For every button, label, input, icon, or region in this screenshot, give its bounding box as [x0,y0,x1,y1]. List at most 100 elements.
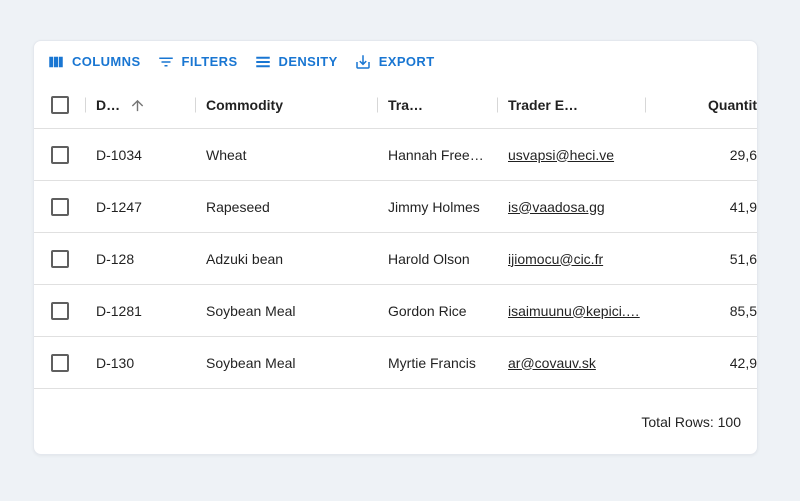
id-value: D-1247 [96,198,142,215]
cell-id: D-128 [86,233,196,284]
cell-id: D-1281 [86,285,196,336]
cell-quantity: 85,5 [646,285,757,336]
export-button-label: EXPORT [378,54,435,69]
commodity-value: Soybean Meal [206,354,296,371]
id-value: D-1034 [96,146,142,163]
row-checkbox[interactable] [51,353,69,372]
row-checkbox[interactable] [51,145,69,164]
column-separator [645,97,646,113]
density-button[interactable]: DENSITY [246,49,346,75]
header-label-trader-email: Trader E… [508,97,579,113]
view-columns-icon [47,53,65,71]
trader-value: Harold Olson [388,250,470,267]
columns-button[interactable]: COLUMNS [39,49,149,75]
header-cell-id[interactable]: D… [86,82,196,128]
cell-checkbox [34,233,86,284]
quantity-value: 85,5 [729,302,757,319]
header-cell-checkbox [34,82,86,128]
cell-trader-email: ijiomocu@cic.fr [498,233,646,284]
grid-footer: Total Rows: 100 [34,389,757,454]
cell-checkbox [34,337,86,388]
cell-checkbox [34,181,86,232]
cell-trader: Hannah Free… [378,129,498,180]
cell-trader-email: usvapsi@heci.ve [498,129,646,180]
trader-value: Gordon Rice [388,302,467,319]
export-button[interactable]: EXPORT [346,49,443,75]
header-label-commodity: Commodity [206,97,283,113]
row-checkbox[interactable] [51,249,69,268]
columns-button-label: COLUMNS [72,54,141,69]
cell-trader-email: is@vaadosa.gg [498,181,646,232]
id-value: D-1281 [96,302,142,319]
header-cell-commodity[interactable]: Commodity [196,82,378,128]
commodity-value: Rapeseed [206,198,270,215]
cell-commodity: Soybean Meal [196,337,378,388]
header-cell-trader[interactable]: Tra… [378,82,498,128]
table-row[interactable]: D-130 Soybean Meal Myrtie Francis ar@cov… [34,337,757,389]
cell-quantity: 41,9 [646,181,757,232]
email-link[interactable]: ar@covauv.sk [508,354,596,371]
email-link[interactable]: is@vaadosa.gg [508,198,605,215]
density-button-label: DENSITY [278,54,338,69]
cell-commodity: Rapeseed [196,181,378,232]
cell-commodity: Wheat [196,129,378,180]
filter-list-icon [157,53,175,71]
email-link[interactable]: isaimuunu@kepici.… [508,302,640,319]
trader-value: Hannah Free… [388,146,484,163]
header-label-quantity: Quantit [708,97,757,113]
cell-id: D-1247 [86,181,196,232]
trader-value: Myrtie Francis [388,354,476,371]
cell-trader: Harold Olson [378,233,498,284]
email-link[interactable]: ijiomocu@cic.fr [508,250,604,267]
cell-commodity: Adzuki bean [196,233,378,284]
quantity-value: 51,6 [729,250,757,267]
quantity-value: 41,9 [729,198,757,215]
header-label-trader: Tra… [388,97,424,113]
total-rows-label: Total Rows: 100 [641,413,741,430]
cell-trader-email: isaimuunu@kepici.… [498,285,646,336]
data-grid-card: COLUMNS FILTERS DENSITY EXPORT D… [33,40,758,455]
grid-header-row: D… Commodity Tra… Trader E… Quantit [34,82,757,129]
download-icon [354,53,372,71]
commodity-value: Adzuki bean [206,250,284,267]
cell-id: D-130 [86,337,196,388]
table-row[interactable]: D-128 Adzuki bean Harold Olson ijiomocu@… [34,233,757,285]
cell-trader: Jimmy Holmes [378,181,498,232]
id-value: D-130 [96,354,135,371]
table-row[interactable]: D-1247 Rapeseed Jimmy Holmes is@vaadosa.… [34,181,757,233]
cell-id: D-1034 [86,129,196,180]
quantity-value: 42,9 [729,354,757,371]
cell-checkbox [34,285,86,336]
column-separator [497,97,498,113]
filters-button-label: FILTERS [181,54,238,69]
cell-quantity: 29,6 [646,129,757,180]
commodity-value: Wheat [206,146,247,163]
header-cell-trader-email[interactable]: Trader E… [498,82,646,128]
trader-value: Jimmy Holmes [388,198,480,215]
filters-button[interactable]: FILTERS [149,49,246,75]
column-separator [85,97,86,113]
row-checkbox[interactable] [51,197,69,216]
row-checkbox[interactable] [51,301,69,320]
select-all-checkbox[interactable] [51,96,69,114]
email-link[interactable]: usvapsi@heci.ve [508,146,615,163]
column-separator [377,97,378,113]
grid-toolbar: COLUMNS FILTERS DENSITY EXPORT [34,41,757,82]
column-separator [195,97,196,113]
cell-quantity: 42,9 [646,337,757,388]
cell-trader: Gordon Rice [378,285,498,336]
density-icon [254,53,272,71]
table-row[interactable]: D-1034 Wheat Hannah Free… usvapsi@heci.v… [34,129,757,181]
cell-quantity: 51,6 [646,233,757,284]
cell-checkbox [34,129,86,180]
quantity-value: 29,6 [729,146,757,163]
cell-commodity: Soybean Meal [196,285,378,336]
table-row[interactable]: D-1281 Soybean Meal Gordon Rice isaimuun… [34,285,757,337]
cell-trader-email: ar@covauv.sk [498,337,646,388]
id-value: D-128 [96,250,135,267]
header-label-id: D… [96,97,121,113]
header-cell-quantity[interactable]: Quantit [646,82,757,128]
cell-trader: Myrtie Francis [378,337,498,388]
commodity-value: Soybean Meal [206,302,296,319]
sort-ascending-icon [129,97,146,114]
